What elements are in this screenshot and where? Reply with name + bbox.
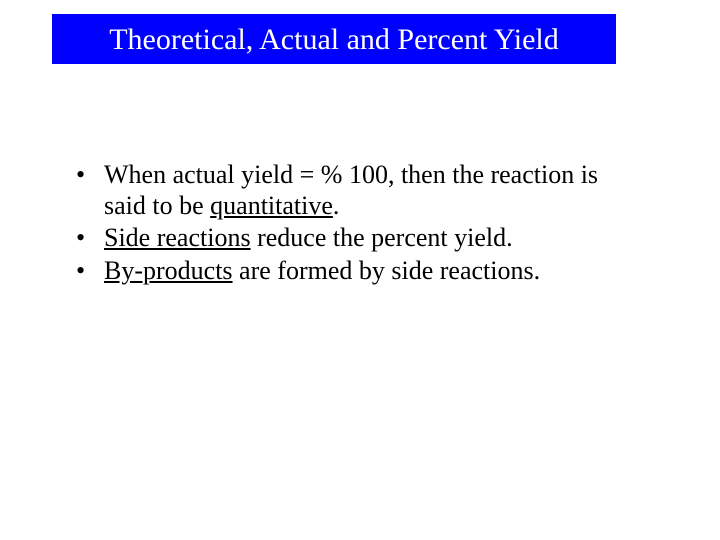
bullet-text-underlined: By-products: [104, 256, 233, 285]
list-item: Side reactions reduce the percent yield.: [70, 223, 635, 254]
bullet-text-post: reduce the percent yield.: [251, 223, 513, 252]
bullet-text-underlined: Side reactions: [104, 223, 251, 252]
slide: Theoretical, Actual and Percent Yield Wh…: [0, 0, 720, 540]
bullet-text-pre: When actual yield = % 100, then the reac…: [104, 160, 598, 220]
title-bar: Theoretical, Actual and Percent Yield: [52, 14, 616, 64]
bullet-list: When actual yield = % 100, then the reac…: [70, 160, 635, 287]
slide-body: When actual yield = % 100, then the reac…: [70, 160, 635, 289]
bullet-text-post: .: [333, 191, 340, 220]
slide-title: Theoretical, Actual and Percent Yield: [109, 23, 559, 56]
bullet-text-underlined: quantitative: [210, 191, 333, 220]
bullet-text-post: are formed by side reactions.: [233, 256, 541, 285]
list-item: By-products are formed by side reactions…: [70, 256, 635, 287]
list-item: When actual yield = % 100, then the reac…: [70, 160, 635, 221]
